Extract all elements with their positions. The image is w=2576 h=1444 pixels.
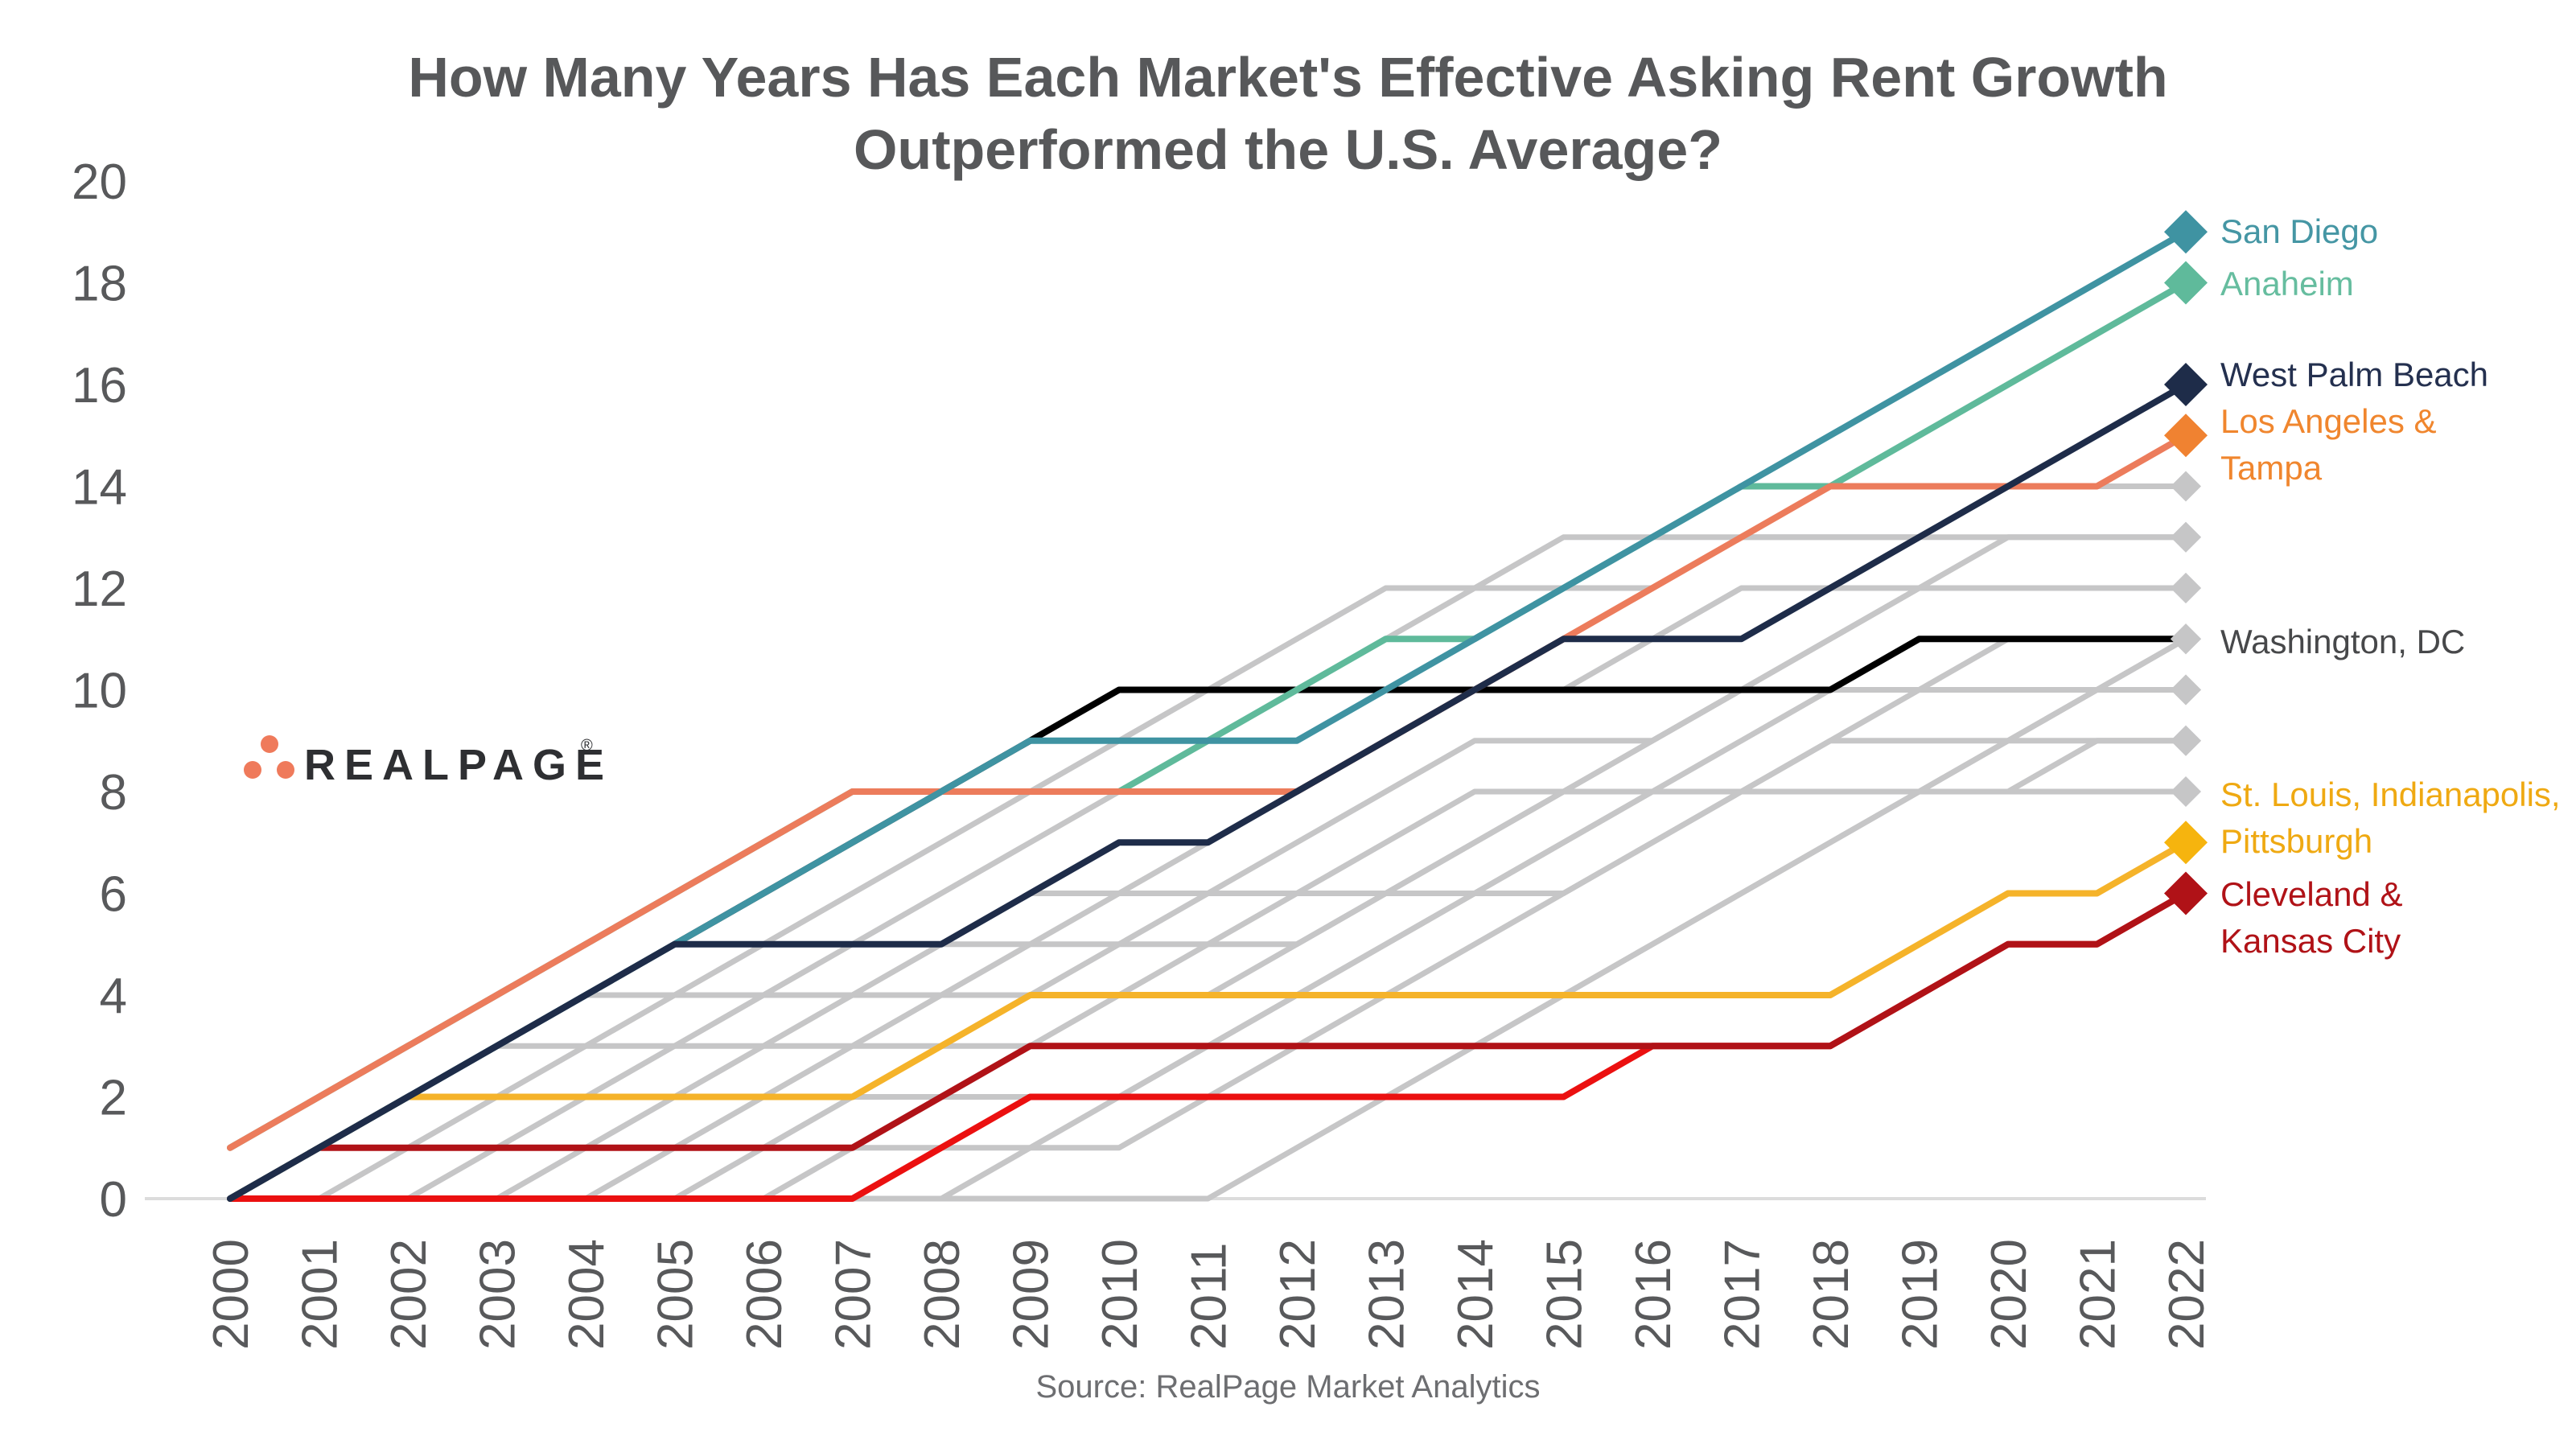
series-marker-other-market-03 — [2171, 521, 2201, 553]
x-tick-label: 2008 — [915, 1239, 970, 1350]
x-tick-label: 2014 — [1448, 1239, 1504, 1350]
y-tick-label: 4 — [100, 969, 127, 1024]
series-label-san-diego: San Diego — [2220, 212, 2378, 250]
x-tick-label: 2006 — [737, 1239, 792, 1350]
x-tick-label: 2001 — [293, 1239, 348, 1350]
logo-dot-icon — [277, 761, 294, 779]
x-tick-label: 2010 — [1093, 1239, 1148, 1350]
series-label-cleveland: Kansas City — [2220, 922, 2401, 960]
realpage-logo: REALPAGE ® — [230, 724, 616, 813]
logo-dot-icon — [244, 761, 261, 779]
x-tick-label: 2002 — [381, 1239, 437, 1350]
series-line-other-market-07 — [227, 636, 2189, 1202]
x-tick-label: 2007 — [826, 1239, 882, 1350]
y-tick-label: 14 — [72, 460, 127, 516]
chart-title: How Many Years Has Each Market's Effecti… — [0, 42, 2576, 186]
x-axis-ticks: 2000 2001 2002 2003 2004 2005 2006 2007 2008 2009… — [204, 1239, 2215, 1350]
x-tick-label: 2012 — [1270, 1239, 1326, 1350]
x-tick-label: 2009 — [1004, 1239, 1060, 1350]
series-label-west-palm-beach: West Palm Beach — [2220, 356, 2488, 393]
logo-wordmark: REALPAGE — [304, 741, 614, 789]
chart-title-line2: Outperformed the U.S. Average? — [853, 117, 1722, 181]
logo-dot-icon — [261, 735, 278, 753]
x-tick-label: 2022 — [2159, 1239, 2215, 1350]
x-tick-label: 2011 — [1182, 1243, 1237, 1350]
x-tick-label: 2005 — [648, 1239, 704, 1350]
y-axis-ticks: 0 2 4 6 8 10 12 14 16 18 20 — [72, 154, 127, 1228]
series-marker-west-palm-beach — [2164, 363, 2208, 406]
series-line-los-angeles-and-tampa — [227, 432, 2189, 1151]
x-tick-label: 2021 — [2071, 1239, 2126, 1350]
x-tick-label: 2004 — [559, 1239, 615, 1350]
series-marker-san-diego — [2164, 210, 2208, 254]
x-tick-label: 2016 — [1626, 1239, 1681, 1350]
series-marker-st-louis-indianapolis-pittsburgh — [2164, 821, 2208, 865]
registered-trademark-icon: ® — [581, 737, 593, 755]
y-tick-label: 0 — [100, 1172, 127, 1228]
series-label-washington-dc: Washington, DC — [2220, 623, 2465, 660]
series-line-st-louis-indianapolis-pittsburgh — [227, 839, 2189, 1202]
series-label-cleveland: Cleveland & — [2220, 875, 2402, 913]
series-line-other-market-06 — [227, 636, 2189, 1202]
series-marker-los-angeles-and-tampa — [2164, 413, 2208, 458]
y-tick-label: 8 — [100, 765, 127, 821]
series-marker-other-market-05 — [2171, 573, 2201, 603]
series-markers — [2164, 210, 2208, 915]
x-tick-label: 2000 — [204, 1239, 259, 1350]
series-marker-cleveland — [2164, 871, 2208, 915]
x-tick-label: 2018 — [1804, 1239, 1859, 1350]
series-label-st-louis-indianapolis-pittsburgh: St. Louis, Indianapolis, — [2220, 775, 2561, 813]
series-marker-other-market-10 — [2171, 623, 2201, 655]
series-marker-other-market-12 — [2171, 725, 2201, 756]
y-tick-label: 20 — [72, 154, 127, 210]
series-marker-anaheim — [2164, 261, 2208, 305]
series-lines — [227, 228, 2189, 1202]
series-line-other-market-10 — [227, 636, 2189, 1202]
y-tick-label: 10 — [72, 664, 127, 719]
series-line-west-palm-beach — [227, 381, 2189, 1202]
y-tick-label: 6 — [100, 867, 127, 923]
series-labels: Cleveland & Kansas City St. Louis, Indiana… — [2220, 212, 2561, 960]
series-marker-other-market-01 — [2171, 471, 2201, 502]
series-label-st-louis-indianapolis-pittsburgh: Pittsburgh — [2220, 822, 2372, 860]
series-line-cleveland — [227, 890, 2189, 1202]
y-tick-label: 12 — [72, 562, 127, 617]
series-label-los-angeles-and-tampa: Tampa — [2220, 449, 2323, 487]
x-tick-label: 2015 — [1537, 1239, 1593, 1350]
source-note: Source: RealPage Market Analytics — [1035, 1369, 1541, 1405]
x-tick-label: 2020 — [1981, 1239, 2037, 1350]
chart-title-line1: How Many Years Has Each Market's Effecti… — [408, 46, 2168, 109]
series-marker-other-market-09 — [2171, 674, 2201, 706]
y-tick-label: 16 — [72, 358, 127, 413]
x-tick-label: 2017 — [1715, 1239, 1771, 1350]
series-marker-other-market-13 — [2171, 776, 2201, 807]
x-tick-label: 2013 — [1360, 1239, 1415, 1350]
y-tick-label: 2 — [100, 1071, 127, 1126]
series-line-washington-dc — [227, 636, 2189, 1202]
series-line-san-diego — [227, 228, 2189, 1202]
x-tick-label: 2003 — [471, 1239, 526, 1350]
series-label-anaheim: Anaheim — [2220, 265, 2354, 302]
series-line-anaheim — [227, 279, 2189, 1151]
y-tick-label: 18 — [72, 257, 127, 312]
series-label-los-angeles-and-tampa: Los Angeles & — [2220, 402, 2437, 440]
x-tick-label: 2019 — [1893, 1239, 1948, 1350]
